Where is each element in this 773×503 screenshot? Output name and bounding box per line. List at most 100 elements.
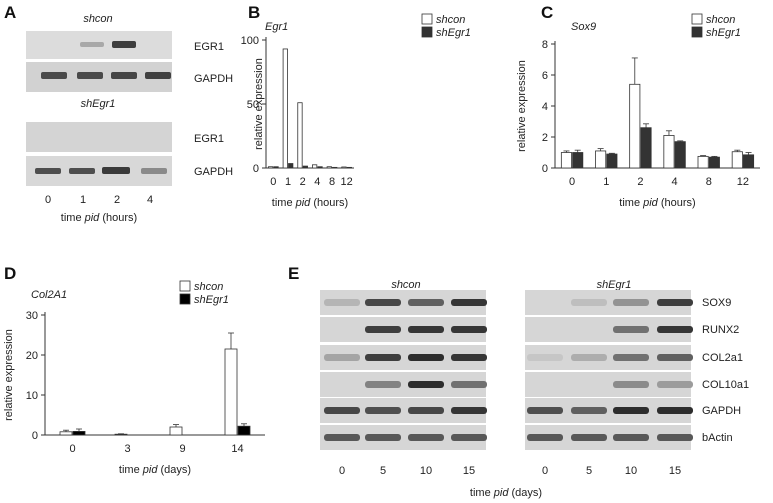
band bbox=[69, 168, 95, 174]
lane-label: 5 bbox=[586, 465, 592, 477]
bar-shcon bbox=[268, 166, 274, 169]
band bbox=[365, 434, 401, 441]
y-axis-label: relative expression bbox=[516, 60, 528, 152]
panel-a-xlabel: time pid (hours) bbox=[61, 212, 137, 224]
legend-swatch bbox=[179, 293, 191, 305]
band bbox=[80, 42, 104, 47]
band-label-egr1: EGR1 bbox=[194, 41, 224, 53]
band bbox=[451, 354, 487, 361]
lane-label: 0 bbox=[542, 465, 548, 477]
y-tick-label: 50 bbox=[247, 99, 259, 111]
bar-shEgr1 bbox=[708, 156, 720, 169]
x-tick-label: 0 bbox=[69, 443, 75, 455]
lane-label: 10 bbox=[625, 465, 637, 477]
bar-shcon bbox=[629, 83, 641, 169]
panel-e-xlabel: time pid (days) bbox=[470, 487, 542, 499]
x-axis-label: time pid (hours) bbox=[272, 197, 348, 209]
bar-shcon bbox=[560, 152, 572, 169]
x-tick-label: 2 bbox=[637, 176, 643, 188]
panel-e: E shcon shEgr1 SOX9 RUNX2 COL2a1 COL10a1 GAP… bbox=[288, 264, 749, 499]
y-axis-label: relative expression bbox=[253, 58, 265, 150]
bar-shEgr1 bbox=[346, 166, 352, 169]
y-tick-label: 0 bbox=[253, 163, 259, 175]
band bbox=[657, 407, 693, 414]
bar-shcon bbox=[697, 155, 709, 169]
bar-shcon bbox=[326, 166, 332, 169]
panel-a: A shcon EGR1 GAPDH shEgr1 EGR1 GAPDH 0 1… bbox=[4, 3, 233, 224]
band-label: COL10a1 bbox=[702, 379, 749, 391]
band-label: COL2a1 bbox=[702, 352, 743, 364]
band-label: SOX9 bbox=[702, 297, 731, 309]
band bbox=[408, 299, 444, 306]
band bbox=[408, 434, 444, 441]
legend-label: shEgr1 bbox=[706, 27, 741, 39]
band bbox=[141, 168, 167, 174]
band bbox=[408, 407, 444, 414]
bar-shEgr1 bbox=[317, 166, 323, 169]
band bbox=[408, 354, 444, 361]
bar-shcon bbox=[224, 348, 238, 436]
band bbox=[102, 167, 130, 174]
blot-title-shegr1: shEgr1 bbox=[81, 98, 116, 110]
y-tick-label: 30 bbox=[26, 310, 38, 322]
y-tick-label: 20 bbox=[26, 350, 38, 362]
band bbox=[365, 326, 401, 333]
band bbox=[451, 381, 487, 388]
band bbox=[324, 299, 360, 306]
bar-shEgr1 bbox=[606, 153, 618, 169]
band bbox=[657, 381, 693, 388]
band bbox=[451, 407, 487, 414]
bar-shEgr1 bbox=[273, 166, 279, 169]
bar-shcon bbox=[731, 151, 743, 169]
lane-label: 15 bbox=[463, 465, 475, 477]
x-tick-label: 14 bbox=[231, 443, 243, 455]
chart-title: Sox9 bbox=[571, 21, 596, 33]
band bbox=[145, 72, 171, 79]
band bbox=[613, 434, 649, 441]
band bbox=[657, 299, 693, 306]
legend-label: shcon bbox=[436, 14, 465, 26]
band bbox=[613, 407, 649, 414]
band bbox=[365, 407, 401, 414]
bar-shEgr1 bbox=[302, 165, 308, 169]
x-tick-label: 12 bbox=[737, 176, 749, 188]
band bbox=[657, 434, 693, 441]
x-tick-label: 1 bbox=[285, 176, 291, 188]
band bbox=[408, 326, 444, 333]
band bbox=[77, 72, 103, 79]
y-tick-label: 0 bbox=[542, 163, 548, 175]
band-label: RUNX2 bbox=[702, 324, 739, 336]
legend-label: shcon bbox=[706, 14, 735, 26]
y-tick-label: 2 bbox=[542, 132, 548, 144]
x-tick-label: 3 bbox=[124, 443, 130, 455]
x-tick-label: 2 bbox=[300, 176, 306, 188]
y-tick-label: 0 bbox=[32, 430, 38, 442]
band bbox=[35, 168, 61, 174]
x-tick-label: 8 bbox=[329, 176, 335, 188]
lane-label: 2 bbox=[114, 194, 120, 206]
x-tick-label: 0 bbox=[270, 176, 276, 188]
legend-swatch bbox=[421, 26, 433, 38]
panel-label-a: A bbox=[4, 3, 16, 22]
band bbox=[41, 72, 67, 79]
band bbox=[657, 354, 693, 361]
x-axis-label: time pid (days) bbox=[119, 464, 191, 476]
panel-label-c: C bbox=[541, 3, 553, 22]
band bbox=[324, 407, 360, 414]
band bbox=[451, 326, 487, 333]
x-tick-label: 8 bbox=[706, 176, 712, 188]
band bbox=[613, 354, 649, 361]
x-tick-label: 4 bbox=[314, 176, 320, 188]
bar-shEgr1 bbox=[72, 430, 86, 436]
band bbox=[571, 434, 607, 441]
bar-shEgr1 bbox=[572, 152, 584, 169]
bar-shEgr1 bbox=[332, 166, 338, 169]
band-label-gapdh-2: GAPDH bbox=[194, 166, 233, 178]
blot-title-shcon: shcon bbox=[83, 13, 112, 25]
band bbox=[527, 407, 563, 414]
blot-e-title-shegr1: shEgr1 bbox=[597, 279, 632, 291]
band bbox=[324, 434, 360, 441]
bar-shcon bbox=[595, 150, 607, 169]
band-label: bActin bbox=[702, 432, 733, 444]
